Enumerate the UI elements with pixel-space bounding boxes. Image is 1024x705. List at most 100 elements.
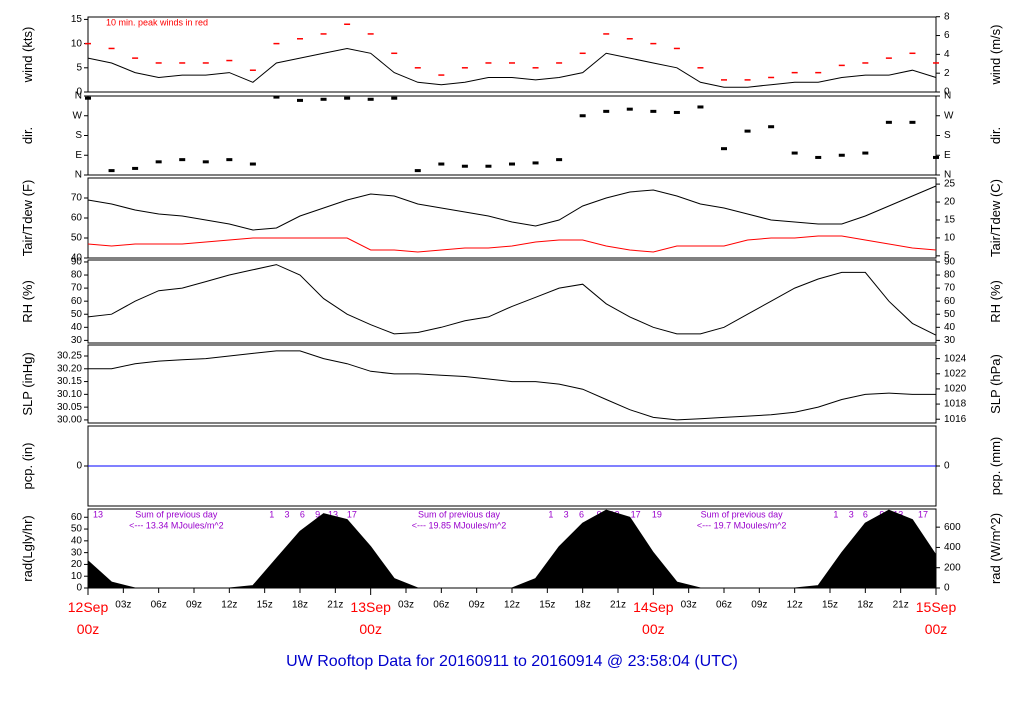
dir-point (721, 147, 727, 151)
dir-point (438, 162, 445, 166)
y2-tick-label: 400 (944, 542, 961, 553)
x-day-sublabel: 00z (359, 621, 382, 637)
x-tick-label: 06z (433, 600, 449, 611)
y-tick-label: 30.10 (57, 389, 82, 400)
x-tick-label: 18z (292, 600, 308, 611)
y-tick-label: 60 (71, 213, 83, 224)
y2-tick-label: 1018 (944, 399, 967, 410)
dir-point (579, 114, 586, 118)
dir-point (626, 107, 633, 111)
x-tick-label: 18z (857, 600, 873, 611)
annotation: 10 min. peak winds in red (106, 17, 208, 27)
y-tick-label: E (75, 150, 82, 161)
dir-point (155, 160, 162, 164)
sun-mark: 1 (269, 509, 274, 519)
y-tick-label: 30.05 (57, 402, 82, 413)
y-tick-label: 30 (71, 547, 83, 558)
dir-point (862, 151, 869, 155)
y-tick-label: 30.00 (57, 415, 82, 426)
sun-mark: 17 (918, 509, 928, 519)
y-axis-label: SLP (inHg) (20, 352, 35, 415)
dir-point (85, 96, 91, 100)
sun-mark: 13 (93, 509, 103, 519)
y2-tick-label: 1022 (944, 368, 967, 379)
x-tick-label: 15z (257, 600, 273, 611)
dir-point (603, 109, 610, 113)
y-tick-label: 60 (71, 296, 83, 307)
sun-mark: 17 (347, 509, 357, 519)
y-tick-label: 70 (71, 283, 83, 294)
x-day-sublabel: 00z (642, 621, 665, 637)
dir-point (885, 120, 892, 124)
dir-point (838, 153, 845, 157)
dir-point (791, 151, 798, 155)
y2-tick-label: 1020 (944, 384, 967, 395)
dir-point (108, 169, 115, 173)
sun-mark: 6 (863, 509, 868, 519)
x-tick-label: 18z (575, 600, 591, 611)
daily-sum-value: <--- 19.7 MJoules/m^2 (697, 520, 787, 530)
x-day-label: 14Sep (633, 599, 674, 615)
x-tick-label: 21z (893, 600, 909, 611)
x-tick-label: 03z (115, 600, 131, 611)
daily-sum-label: Sum of previous day (701, 509, 784, 519)
x-tick-label: 12z (504, 600, 520, 611)
x-tick-label: 15z (822, 600, 838, 611)
dir-point (226, 158, 233, 162)
y2-tick-label: 10 (944, 233, 956, 244)
dir-point (320, 97, 327, 101)
x-tick-label: 21z (327, 600, 343, 611)
y2-tick-label: S (944, 130, 951, 141)
y2-tick-label: 60 (944, 296, 956, 307)
y-tick-label: N (75, 91, 82, 102)
x-tick-label: 09z (186, 600, 202, 611)
chart-title: UW Rooftop Data for 20160911 to 20160914… (286, 653, 738, 670)
y-tick-label: 50 (71, 233, 83, 244)
y2-tick-label: 0 (944, 583, 950, 594)
series-line (87, 185, 937, 231)
y-axis-label: RH (%) (20, 280, 35, 323)
x-tick-label: 09z (469, 600, 485, 611)
y2-tick-label: 4 (944, 49, 950, 60)
daily-sum-value: <--- 19.85 MJoules/m^2 (412, 520, 507, 530)
y-tick-label: 5 (76, 62, 82, 73)
y-tick-label: S (75, 130, 82, 141)
daily-sum-value: <--- 13.34 MJoules/m^2 (129, 520, 224, 530)
y-tick-label: 70 (71, 193, 83, 204)
radiation-area (87, 509, 937, 589)
y-tick-label: 10 (71, 38, 83, 49)
x-day-sublabel: 00z (77, 621, 100, 637)
y2-axis-label: wind (m/s) (988, 25, 1003, 86)
y2-tick-label: 6 (944, 30, 950, 41)
y-tick-label: 30 (71, 335, 83, 346)
y2-tick-label: 20 (944, 197, 956, 208)
sun-mark: 3 (285, 509, 290, 519)
y2-tick-label: 15 (944, 215, 956, 226)
dir-point (344, 96, 351, 100)
y-axis-label: rad(Lgly/hr) (20, 515, 35, 581)
y2-axis-label: rad (W/m^2) (988, 513, 1003, 584)
dir-point (297, 98, 303, 102)
series-line (87, 235, 937, 253)
y-axis-label: Tair/Tdew (F) (20, 180, 35, 257)
dir-point (815, 155, 822, 159)
y-tick-label: W (73, 110, 83, 121)
y-tick-label: 30.20 (57, 363, 82, 374)
x-tick-label: 09z (751, 600, 767, 611)
y2-tick-label: 1024 (944, 353, 967, 364)
dir-point (509, 162, 515, 166)
y2-tick-label: 5 (944, 250, 950, 261)
y2-tick-label: 30 (944, 335, 956, 346)
y-tick-label: 30.25 (57, 351, 82, 362)
y-tick-label: 40 (71, 253, 83, 264)
y2-tick-label: N (944, 170, 951, 181)
x-day-label: 13Sep (350, 599, 391, 615)
sun-mark: 19 (652, 509, 662, 519)
y2-tick-label: 2 (944, 68, 950, 79)
dir-point (909, 120, 916, 124)
y2-tick-label: 40 (944, 322, 956, 333)
dir-point (744, 129, 751, 133)
y2-tick-label: 8 (944, 11, 950, 22)
y2-tick-label: 0 (944, 461, 950, 472)
